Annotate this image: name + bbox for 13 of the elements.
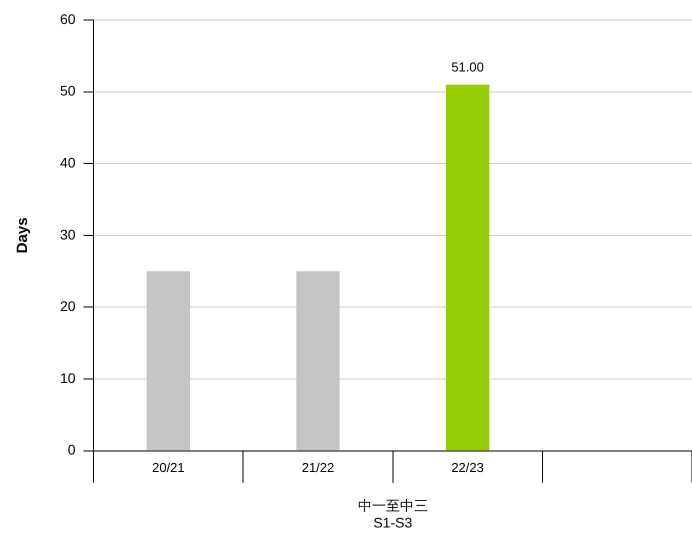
y-tick-label: 50 xyxy=(60,82,76,99)
y-tick-label: 20 xyxy=(60,298,76,314)
x-tick-label: 22/23 xyxy=(451,460,484,476)
y-tick-label: 30 xyxy=(60,226,76,242)
y-axis-title: Days xyxy=(14,217,32,254)
y-tick-label: 10 xyxy=(60,370,76,386)
y-tick-label: 40 xyxy=(60,154,76,170)
x-tick-label: 21/22 xyxy=(302,460,334,476)
x-axis-title: 中一至中三 S1-S3 xyxy=(358,498,428,530)
data-label: 51.00 xyxy=(451,60,484,75)
y-tick-label: 0 xyxy=(68,442,76,458)
y-tick-label: 60 xyxy=(60,10,76,27)
x-tick-label: 20/21 xyxy=(152,460,185,476)
